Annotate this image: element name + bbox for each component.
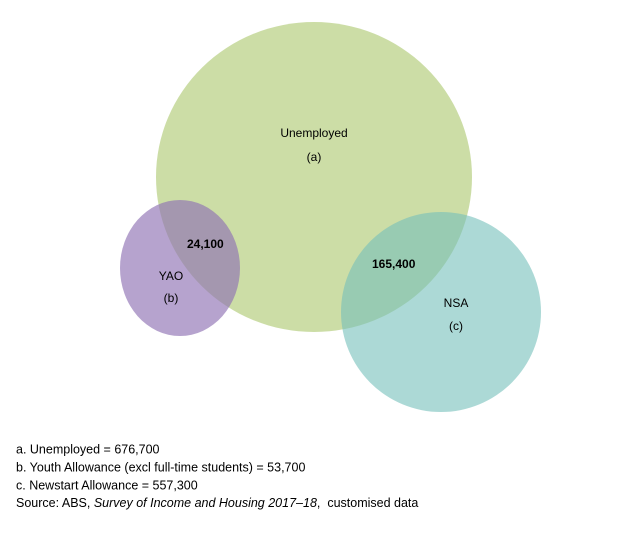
note: c. Newstart Allowance = 557,300 <box>16 478 198 492</box>
intersection-label: 24,100 <box>187 237 224 251</box>
source-suffix: , customised data <box>317 496 418 510</box>
nsa-circle <box>341 212 541 412</box>
set-label: Unemployed <box>280 126 347 140</box>
note: b. Youth Allowance (excl full-time stude… <box>16 460 305 474</box>
source-title: Survey of Income and Housing 2017–18 <box>94 496 317 510</box>
yao-circle <box>120 200 240 336</box>
set-tag: (c) <box>449 319 463 333</box>
set-tag: (b) <box>164 291 179 305</box>
source: Source: ABS, Survey of Income and Housin… <box>16 496 418 510</box>
source-prefix: Source: ABS, <box>16 496 94 510</box>
set-tag: (a) <box>307 150 322 164</box>
set-label: YAO <box>159 269 183 283</box>
intersection-label: 165,400 <box>372 257 416 271</box>
set-label: NSA <box>444 296 469 310</box>
note: a. Unemployed = 676,700 <box>16 442 160 456</box>
